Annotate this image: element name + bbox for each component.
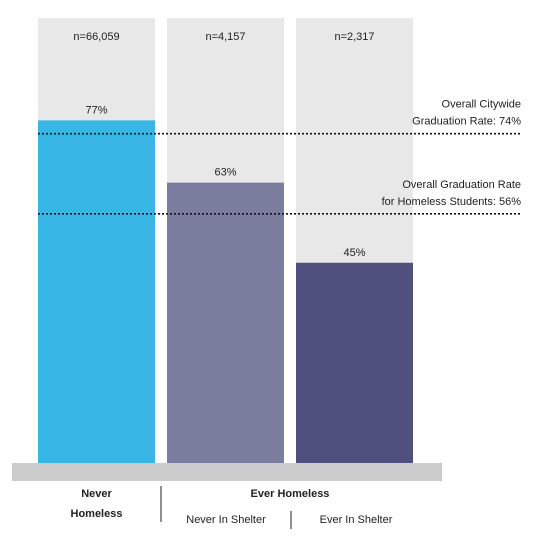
sample-size-labels: n=66,059 n=4,157 n=2,317 <box>73 31 374 43</box>
bar-ever-in-shelter <box>296 262 413 463</box>
never-homeless-label-line2: Homeless <box>71 508 123 520</box>
ever-homeless-label: Ever Homeless <box>251 488 330 500</box>
bar-never-homeless <box>38 120 155 463</box>
baseline-band <box>12 463 442 481</box>
value-bars <box>38 120 413 463</box>
value-label-never-in-shelter: 63% <box>214 167 236 179</box>
value-labels: 77% 63% 45% <box>85 104 365 258</box>
bar-never-in-shelter <box>167 182 284 463</box>
homeless-rate-label-line1: Overall Graduation Rate <box>402 179 521 191</box>
sample-size-ever-in-shelter: n=2,317 <box>334 31 374 43</box>
value-label-never-homeless: 77% <box>85 104 107 116</box>
citywide-rate-label-line2: Graduation Rate: 74% <box>412 116 521 128</box>
sample-size-never-homeless: n=66,059 <box>73 31 119 43</box>
homeless-rate-label-line2: for Homeless Students: 56% <box>382 196 522 208</box>
never-in-shelter-label: Never In Shelter <box>186 514 266 526</box>
never-homeless-label-line1: Never <box>81 488 112 500</box>
sample-size-never-in-shelter: n=4,157 <box>205 31 245 43</box>
citywide-rate-label-line1: Overall Citywide <box>442 99 521 111</box>
ever-in-shelter-label: Ever In Shelter <box>320 514 393 526</box>
value-label-ever-in-shelter: 45% <box>343 247 365 259</box>
